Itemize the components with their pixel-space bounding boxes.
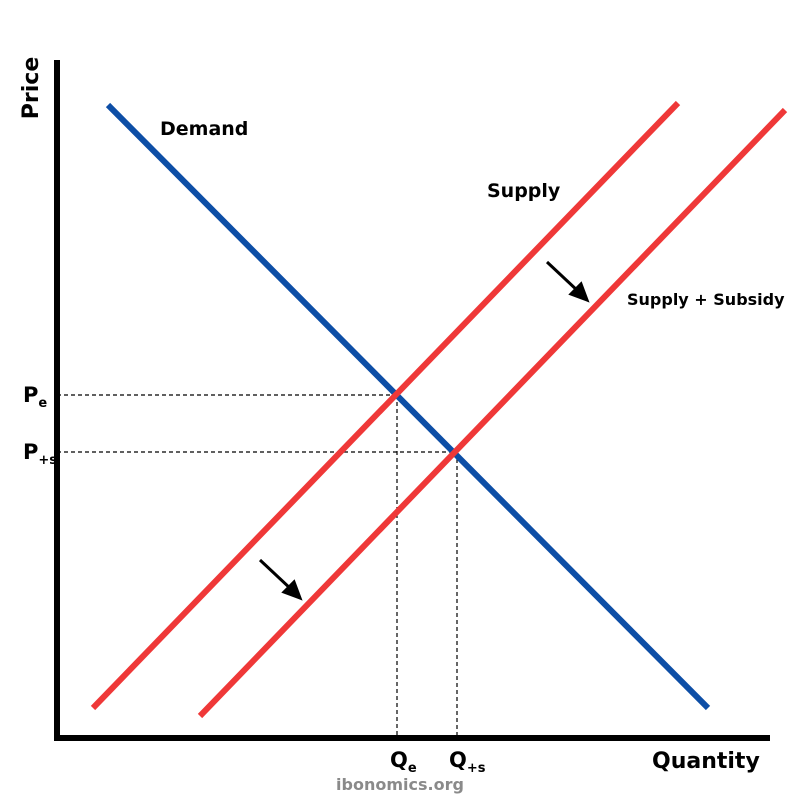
arrow-head [568, 281, 590, 303]
guides [57, 394, 458, 738]
source: ibonomics.org [336, 775, 464, 794]
price-label: Pe [23, 383, 47, 411]
supply-curve [90, 100, 681, 711]
label-sub: +s [38, 453, 57, 468]
supply-subsidy-curve [197, 107, 788, 719]
label-main: Q [390, 748, 408, 772]
supply-subsidy-label: Supply + Subsidy [627, 290, 785, 309]
y-axis-label: Price [19, 57, 44, 119]
quantity-label: Qe [390, 748, 417, 776]
label-main: P [23, 383, 38, 407]
x-axis-label: Quantity [652, 749, 760, 774]
demand-label: Demand [160, 118, 248, 140]
quantity-label: Q+s [449, 748, 486, 776]
label-sub: e [408, 761, 417, 776]
arrow [258, 558, 294, 592]
shift-arrows [258, 260, 590, 601]
label-sub: +s [467, 761, 486, 776]
arrow-head [281, 579, 303, 601]
arrow [545, 260, 581, 294]
demand-curve [105, 102, 711, 711]
label-sub: e [38, 396, 47, 411]
label-main: Q [449, 748, 467, 772]
price-label: P+s [23, 440, 57, 468]
supply-label: Supply [487, 180, 561, 202]
label-main: P [23, 440, 38, 464]
